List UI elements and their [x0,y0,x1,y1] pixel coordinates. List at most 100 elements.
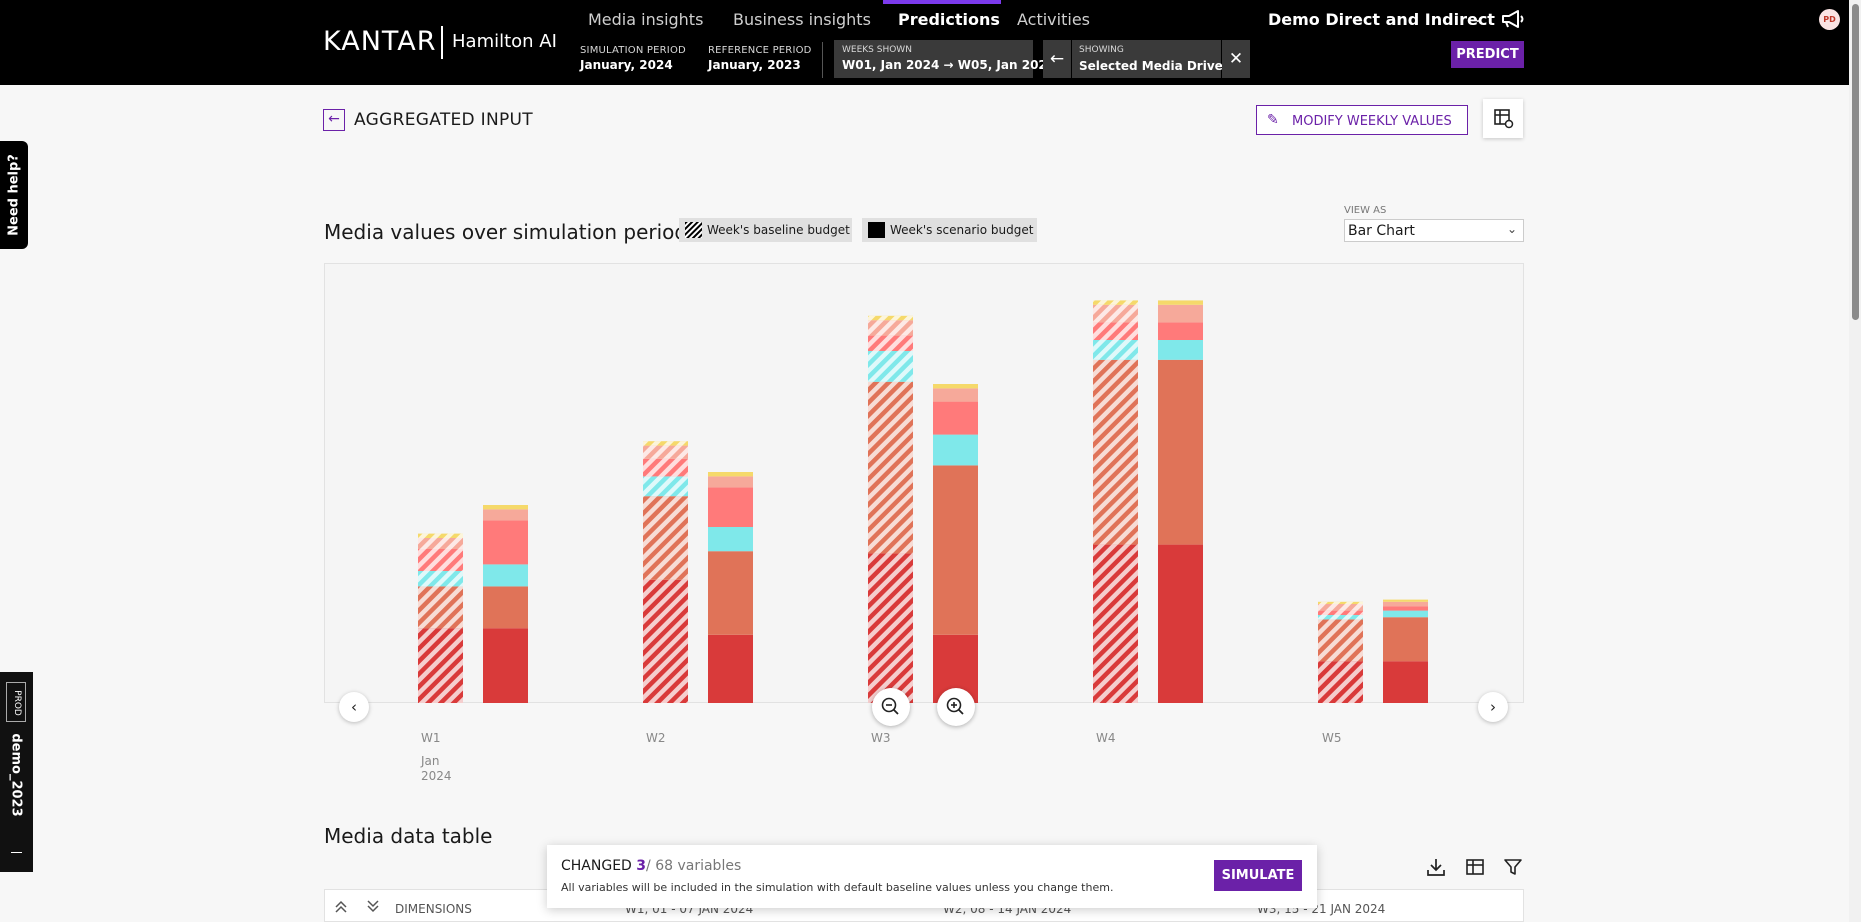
x-tick-label: W2 [646,731,666,745]
filter-icon[interactable] [1502,856,1524,878]
bar-scenario-w4-seg6[interactable] [1158,300,1203,305]
zoom-out-button[interactable] [872,688,910,726]
reference-period-label: REFERENCE PERIOD [708,45,812,56]
nav-business-insights[interactable]: Business insights [733,10,871,29]
showing-value: Selected Media Drivers [1079,59,1236,73]
table-header: DIMENSIONS W1, 01 - 07 JAN 2024 W2, 08 -… [324,889,1524,922]
pencil-icon: ✎ [1267,112,1279,128]
bar-hatch-overlay [643,441,688,446]
simulate-button[interactable]: SIMULATE [1214,860,1302,891]
env-collapse-icon[interactable] [11,852,22,853]
x-sublabel-year: 2024 [421,769,452,783]
table-settings-button[interactable] [1483,99,1523,138]
bar-scenario-w2-seg3[interactable] [708,527,753,552]
x-tick-label: W1 [421,731,441,745]
need-help-tab[interactable]: Need help? [0,141,28,249]
close-icon[interactable]: ✕ [1222,40,1250,78]
changed-total: / 68 variables [646,858,742,874]
bar-scenario-w2-seg5[interactable] [708,476,753,488]
bar-hatch-overlay [643,445,688,459]
zoom-in-button[interactable] [937,688,975,726]
bar-hatch-overlay [418,538,463,549]
changed-summary: CHANGED 3/ 68 variables [561,858,741,874]
bar-hatch-overlay [1093,300,1138,305]
collapse-all-icon[interactable] [333,898,349,914]
bar-hatch-overlay [1093,340,1138,360]
dimensions-header[interactable]: DIMENSIONS [395,902,472,916]
bar-scenario-w5-seg4[interactable] [1383,606,1428,611]
bar-scenario-w4-seg4[interactable] [1158,322,1203,340]
bar-scenario-w5-seg1[interactable] [1383,661,1428,703]
bar-scenario-w1-seg1[interactable] [483,628,528,703]
weeks-shown-selector[interactable]: WEEKS SHOWN W01, Jan 2024 → W05, Jan 202… [834,40,1055,78]
nav-media-insights[interactable]: Media insights [588,10,704,29]
bar-hatch-overlay [418,571,463,587]
bar-scenario-w1-seg5[interactable] [483,509,528,521]
bar-scenario-w2-seg1[interactable] [708,634,753,703]
scrollbar-thumb[interactable] [1852,4,1859,320]
bar-scenario-w1-seg4[interactable] [483,520,528,565]
x-tick-label: W3 [871,731,891,745]
avatar[interactable]: PD [1819,9,1840,30]
bar-hatch-overlay [418,586,463,629]
chevron-down-icon[interactable]: ⌄ [1472,10,1484,26]
bar-scenario-w3-seg2[interactable] [933,465,978,635]
bar-scenario-w5-seg3[interactable] [1383,610,1428,618]
bar-scenario-w3-seg4[interactable] [933,401,978,435]
media-bar-chart [418,300,1428,703]
bar-hatch-overlay [1093,304,1138,323]
chart-title: Media values over simulation period [324,220,688,244]
nav-activities[interactable]: Activities [1017,10,1090,29]
bar-hatch-overlay [1093,544,1138,703]
bar-scenario-w5-seg6[interactable] [1383,599,1428,602]
bar-scenario-w3-seg3[interactable] [933,434,978,466]
bar-scenario-w1-seg2[interactable] [483,586,528,629]
weeks-shown-label: WEEKS SHOWN [842,45,912,55]
bar-scenario-w5-seg2[interactable] [1383,617,1428,662]
back-arrow-icon[interactable]: ← [1043,40,1071,78]
bar-hatch-overlay [643,579,688,703]
need-help-label: Need help? [6,154,22,236]
download-icon[interactable] [1425,856,1447,878]
bar-hatch-overlay [868,351,913,382]
product-name: Hamilton AI [452,31,557,52]
table-settings-icon [1494,109,1514,129]
bar-scenario-w4-seg1[interactable] [1158,544,1203,703]
bar-scenario-w1-seg6[interactable] [483,505,528,510]
showing-selector[interactable]: SHOWING Selected Media Drivers [1072,40,1236,78]
bar-scenario-w3-seg5[interactable] [933,388,978,402]
solid-swatch-icon [868,222,885,238]
expand-all-icon[interactable] [365,898,381,914]
modify-weekly-values-label: MODIFY WEEKLY VALUES [1292,114,1452,129]
table-layout-icon[interactable] [1464,856,1486,878]
changed-variables-popup: CHANGED 3/ 68 variables All variables wi… [547,845,1317,908]
view-as-select[interactable]: Bar Chart ⌄ [1344,219,1524,242]
logo-divider [441,26,443,59]
account-selector[interactable]: Demo Direct and Indirect [1268,10,1495,29]
bar-scenario-w2-seg4[interactable] [708,487,753,527]
nav-predictions[interactable]: Predictions [898,10,1000,29]
simulation-period-value: January, 2024 [580,58,673,72]
megaphone-icon[interactable] [1500,9,1526,29]
predict-button[interactable]: PREDICT [1451,41,1524,68]
bar-scenario-w5-seg5[interactable] [1383,601,1428,607]
bar-hatch-overlay [418,628,463,703]
bar-scenario-w3-seg6[interactable] [933,384,978,389]
bar-hatch-overlay [1093,322,1138,340]
bar-hatch-overlay [643,458,688,477]
kantar-logo[interactable]: KANTAR [323,26,437,57]
chart-next-button[interactable]: › [1478,692,1508,722]
bar-scenario-w1-seg3[interactable] [483,564,528,587]
bar-scenario-w4-seg5[interactable] [1158,304,1203,323]
bar-scenario-w2-seg2[interactable] [708,551,753,635]
chart-prev-button[interactable]: ‹ [339,692,369,722]
bar-scenario-w2-seg6[interactable] [708,472,753,477]
back-button[interactable]: ← [323,109,345,131]
modify-weekly-values-button[interactable]: ✎ MODIFY WEEKLY VALUES [1256,105,1468,135]
environment-tab[interactable]: PROD demo_2023 [0,672,33,872]
bar-scenario-w4-seg3[interactable] [1158,340,1203,360]
bar-hatch-overlay [1318,601,1363,604]
view-as-value: Bar Chart [1348,223,1415,239]
bar-scenario-w4-seg2[interactable] [1158,359,1203,545]
nav-active-indicator [883,0,1001,4]
